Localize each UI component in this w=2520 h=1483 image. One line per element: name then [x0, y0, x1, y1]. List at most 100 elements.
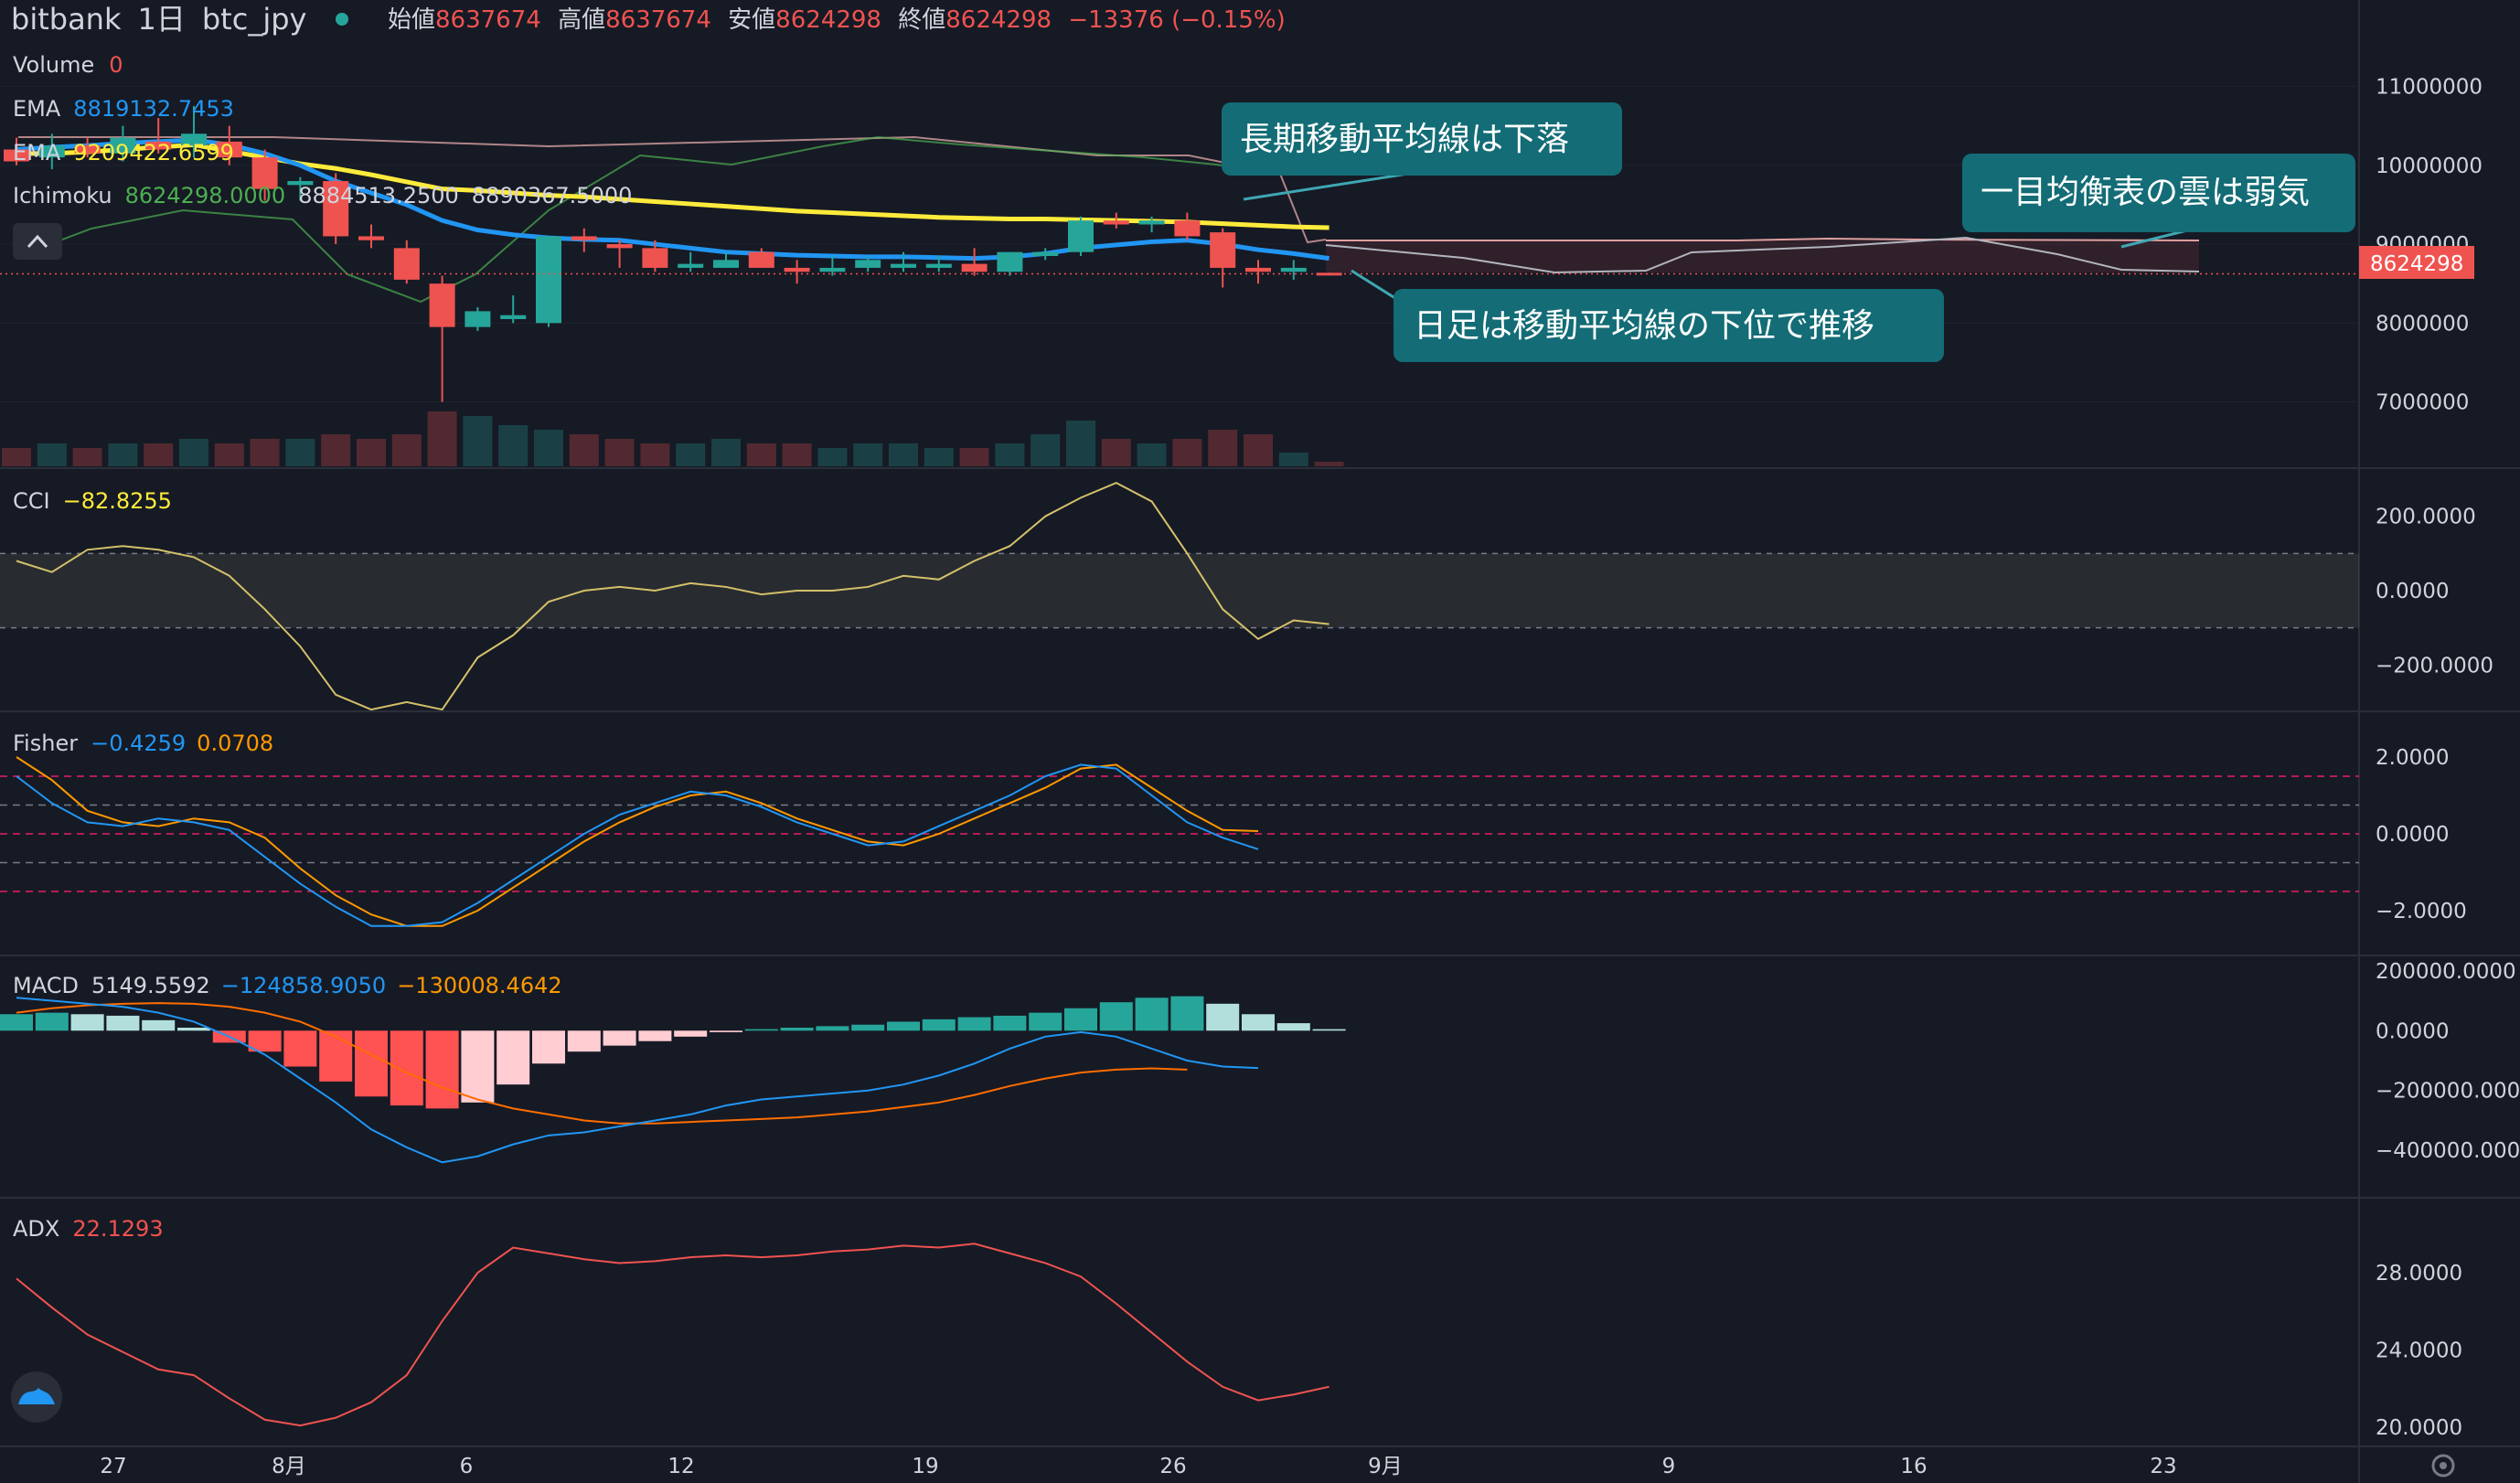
- candle-body: [500, 315, 527, 320]
- candle-body: [1174, 220, 1201, 237]
- candle-body: [642, 248, 668, 268]
- volume-bar: [676, 443, 706, 466]
- candle-body: [110, 137, 136, 154]
- macd-histogram-bar: [461, 1030, 495, 1103]
- cci-tick-label: 0.0000: [2376, 580, 2449, 603]
- annotation-daily-below-ma[interactable]: 日足は移動平均線の下位で推移: [1351, 269, 1944, 362]
- candle-body: [1032, 251, 1059, 256]
- volume-bar: [889, 443, 918, 466]
- cci-panel[interactable]: [0, 482, 2359, 711]
- candle-body: [891, 263, 916, 268]
- price-tick-label: 8000000: [2376, 312, 2469, 336]
- interval: 1日: [137, 2, 185, 37]
- candle-body: [1068, 220, 1094, 252]
- collapse-legend-button[interactable]: [13, 223, 62, 260]
- fisher-trigger-line: [16, 756, 1259, 927]
- macd-histogram-bar: [567, 1030, 601, 1052]
- macd-histogram-bar: [851, 1024, 885, 1031]
- svg-text:8624298: 8624298: [2370, 252, 2463, 276]
- candle-body: [784, 267, 810, 272]
- price-axis[interactable]: 1100000010000000900000080000007000000200…: [2376, 76, 2520, 1441]
- candle-body: [429, 283, 455, 327]
- macd-histogram-bar: [35, 1012, 69, 1031]
- adx-tick-label: 28.0000: [2376, 1262, 2462, 1286]
- volume-bar: [1314, 462, 1344, 466]
- macd-histogram-bar: [1170, 996, 1204, 1031]
- candle-body: [74, 145, 101, 154]
- time-axis[interactable]: 27 8月 6 12 19 26 9月 9 16 23: [100, 1455, 2176, 1478]
- macd-histogram-bar: [390, 1030, 423, 1106]
- macd-tick-label: 0.0000: [2376, 1019, 2449, 1043]
- macd-tick-label: −200000.0000: [2376, 1080, 2520, 1104]
- ichimoku-senkou-a: [1326, 237, 2200, 241]
- exchange: bitbank: [11, 2, 122, 37]
- symbol-header: bitbank 1日 btc_jpy 始値8637674 高値8637674 安値8…: [11, 2, 1286, 37]
- volume-bar: [1172, 439, 1202, 466]
- candle-body: [251, 157, 278, 189]
- volume-bar: [498, 425, 529, 466]
- fisher-panel[interactable]: [0, 756, 2359, 927]
- price-panel[interactable]: [0, 86, 2359, 466]
- time-tick-label: 19: [912, 1455, 938, 1478]
- adx-panel[interactable]: [16, 1243, 1329, 1427]
- volume-bar: [1101, 439, 1131, 466]
- live-status-dot: [336, 13, 348, 26]
- volume-bar: [144, 443, 174, 466]
- change-value: −13376 (−0.15%): [1068, 6, 1285, 34]
- adx-title: ADX 22.1293: [13, 1216, 164, 1242]
- gear-icon: [2431, 1454, 2455, 1478]
- candle-body: [748, 251, 774, 268]
- last-price-tag: 8624298: [2359, 246, 2474, 279]
- ema-fast-label: EMA: [13, 96, 61, 122]
- volume-bar: [817, 448, 848, 466]
- macd-histogram-bar: [425, 1030, 459, 1109]
- volume-bar: [782, 443, 812, 466]
- cci-band: [0, 553, 2359, 628]
- adx-line: [16, 1243, 1329, 1427]
- macd-histogram-bar: [993, 1015, 1027, 1031]
- candle-body: [358, 236, 384, 240]
- macd-panel[interactable]: [0, 996, 1346, 1164]
- annotation-ichimoku-cloud[interactable]: 一目均衡表の雲は弱気: [1962, 154, 2355, 249]
- macd-histogram-bar: [1312, 1029, 1346, 1031]
- low-label: 安値: [728, 6, 775, 34]
- candle-body: [38, 145, 65, 158]
- candle-body: [1245, 267, 1271, 272]
- time-tick-label: 8月: [272, 1455, 306, 1478]
- candle-body: [819, 267, 846, 272]
- volume-bar: [179, 439, 208, 466]
- volume-bar: [463, 416, 493, 466]
- annotation-long-ma[interactable]: 長期移動平均線は下落: [1222, 102, 1622, 201]
- macd-histogram-bar: [710, 1030, 742, 1032]
- adx-tick-label: 24.0000: [2376, 1339, 2462, 1363]
- volume-bar: [1137, 443, 1167, 466]
- ema-slow-value: 9209422.6599: [73, 140, 234, 165]
- indicator-legend: Volume 0 EMA 8819132.7453 EMA 9209422.6599 …: [13, 52, 632, 208]
- open-label: 始値: [388, 6, 435, 34]
- volume-bar: [285, 439, 315, 466]
- price-tick-label: 10000000: [2376, 155, 2483, 178]
- macd-histogram-bar: [70, 1014, 104, 1031]
- ichimoku-senkou-b: [1325, 236, 2200, 274]
- macd-tick-label: 200000.0000: [2376, 960, 2516, 984]
- high-value: 8637674: [605, 6, 711, 34]
- volume-bar: [427, 411, 457, 466]
- macd-histogram-bar: [319, 1030, 353, 1082]
- tradingview-logo[interactable]: [11, 1371, 62, 1423]
- macd-histogram-bar: [603, 1030, 636, 1046]
- macd-histogram-bar: [1242, 1014, 1275, 1031]
- settings-button[interactable]: [2431, 1454, 2455, 1478]
- high-label: 高値: [558, 6, 605, 34]
- macd-line: [16, 997, 1259, 1164]
- volume-bar: [1278, 453, 1308, 466]
- fisher-title: Fisher −0.4259 0.0708: [13, 731, 273, 756]
- price-tick-label: 11000000: [2376, 76, 2483, 100]
- macd-histogram-bar: [816, 1026, 849, 1031]
- macd-histogram-bar: [1029, 1012, 1062, 1031]
- tradingview-cloud-icon: [18, 1388, 55, 1404]
- volume-value: 0: [109, 52, 123, 78]
- macd-histogram-bar: [1276, 1023, 1310, 1031]
- macd-histogram-bar: [0, 1014, 33, 1031]
